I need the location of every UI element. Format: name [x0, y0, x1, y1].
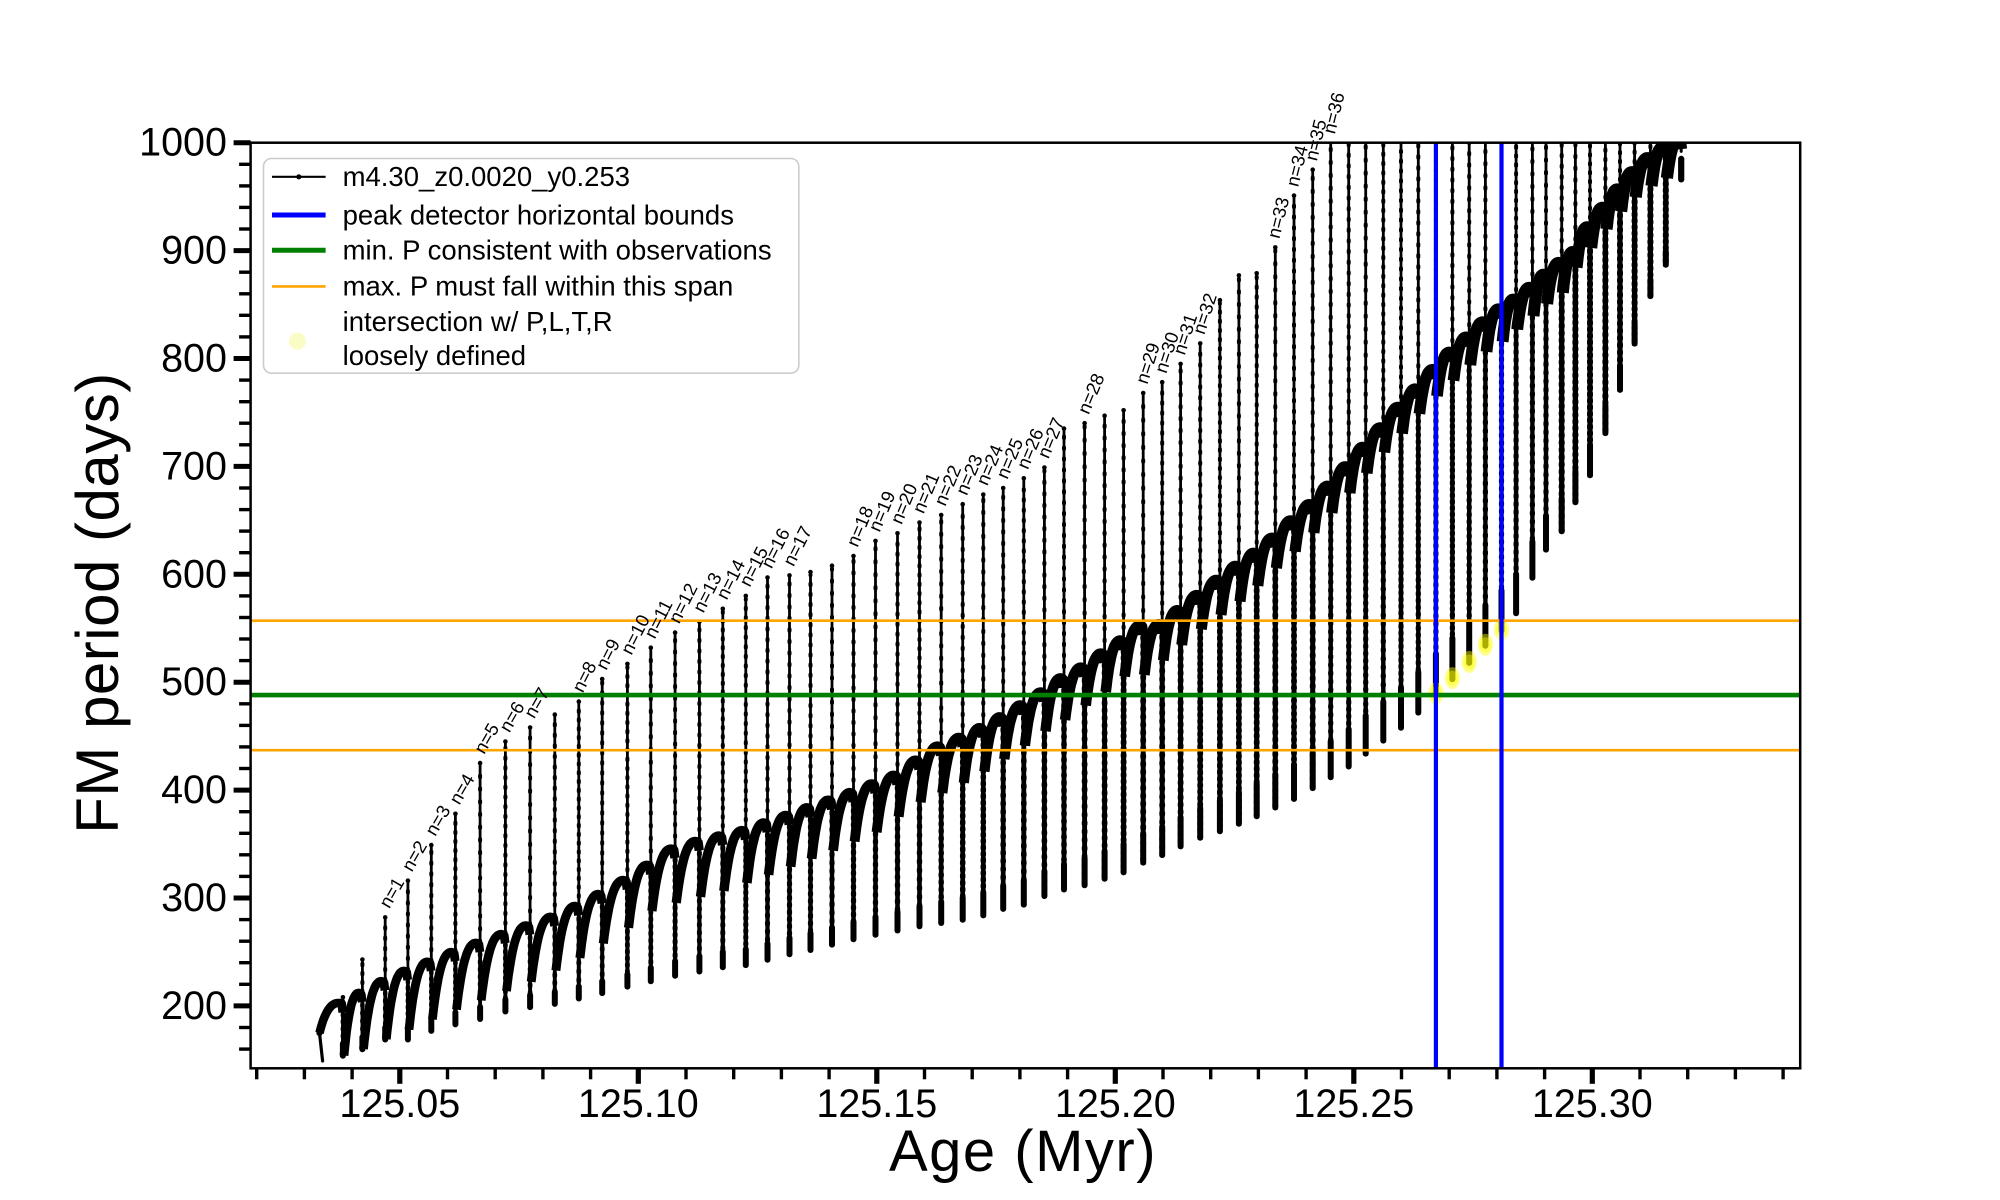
svg-text:400: 400: [161, 768, 227, 812]
svg-text:FM period (days): FM period (days): [64, 372, 131, 833]
svg-text:300: 300: [161, 876, 227, 920]
svg-text:600: 600: [161, 552, 227, 596]
svg-text:200: 200: [161, 984, 227, 1028]
svg-text:m4.30_z0.0020_y0.253: m4.30_z0.0020_y0.253: [343, 161, 630, 192]
svg-text:700: 700: [161, 444, 227, 488]
svg-text:900: 900: [161, 229, 227, 273]
svg-text:125.30: 125.30: [1532, 1082, 1653, 1126]
svg-text:loosely defined: loosely defined: [343, 340, 526, 371]
svg-text:intersection w/ P,L,T,R: intersection w/ P,L,T,R: [343, 306, 613, 337]
svg-text:125.20: 125.20: [1055, 1082, 1176, 1126]
svg-text:max. P must fall within this s: max. P must fall within this span: [343, 271, 734, 302]
svg-text:1000: 1000: [139, 121, 227, 165]
svg-text:800: 800: [161, 337, 227, 381]
svg-text:peak detector horizontal bound: peak detector horizontal bounds: [343, 199, 734, 230]
svg-text:500: 500: [161, 660, 227, 704]
svg-text:125.15: 125.15: [816, 1082, 937, 1126]
svg-text:Age (Myr): Age (Myr): [889, 1119, 1157, 1184]
svg-text:125.05: 125.05: [339, 1082, 460, 1126]
svg-text:125.25: 125.25: [1293, 1082, 1414, 1126]
svg-text:min. P consistent with observa: min. P consistent with observations: [343, 235, 772, 266]
svg-text:125.10: 125.10: [578, 1082, 699, 1126]
